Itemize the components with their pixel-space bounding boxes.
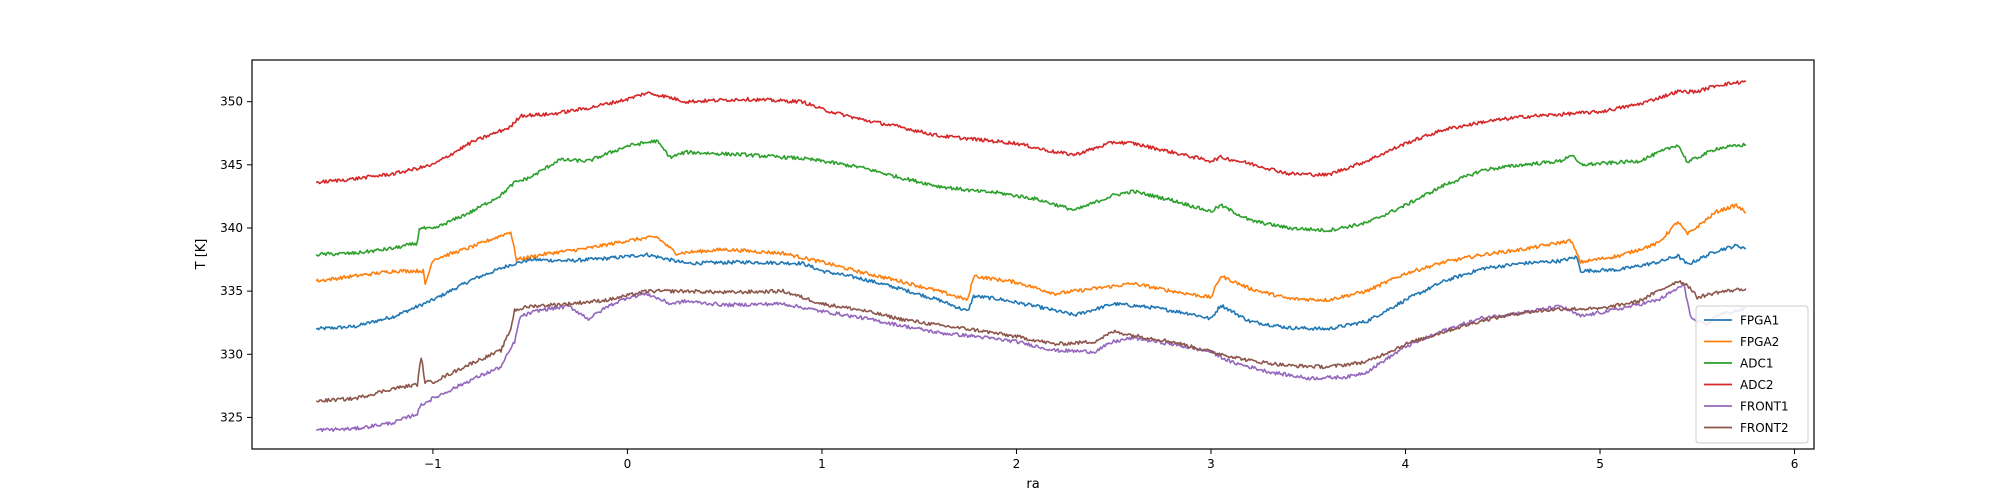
x-axis-label: ra — [1026, 477, 1039, 492]
plot-area — [315, 80, 1747, 433]
series-line-adc2 — [315, 80, 1747, 185]
legend-label-adc2: ADC2 — [1740, 378, 1773, 392]
x-tick-label: 4 — [1402, 457, 1410, 471]
y-tick-label: 325 — [220, 410, 243, 424]
x-tick-label: −1 — [424, 457, 442, 471]
series-line-front1 — [316, 282, 1747, 433]
legend-label-front2: FRONT2 — [1740, 421, 1789, 435]
y-axis: 325 330 335 340 345 350 — [220, 95, 252, 424]
legend-label-front1: FRONT1 — [1740, 400, 1789, 414]
y-tick-label: 345 — [220, 158, 243, 172]
x-tick-label: 2 — [1013, 457, 1021, 471]
series-line-adc1 — [315, 139, 1747, 257]
x-tick-label: 0 — [624, 457, 632, 471]
y-tick-label: 340 — [220, 221, 243, 235]
legend-label-fpga1: FPGA1 — [1740, 314, 1779, 328]
series-line-fpga2 — [315, 203, 1747, 303]
x-tick-label: 1 — [818, 457, 826, 471]
y-tick-label: 350 — [220, 95, 243, 109]
x-tick-label: 5 — [1596, 457, 1604, 471]
y-tick-label: 330 — [220, 347, 243, 361]
legend: FPGA1 FPGA2 ADC1 ADC2 FRONT1 FRONT2 — [1695, 305, 1809, 444]
legend-label-adc1: ADC1 — [1740, 357, 1773, 371]
legend-label-fpga2: FPGA2 — [1740, 335, 1779, 349]
x-tick-label: 6 — [1791, 457, 1799, 471]
y-tick-label: 335 — [220, 284, 243, 298]
legend-box — [1695, 305, 1809, 444]
series-line-fpga1 — [315, 243, 1747, 331]
axes-frame — [251, 59, 1815, 450]
y-axis-label: T [K] — [194, 239, 209, 271]
x-tick-label: 3 — [1207, 457, 1215, 471]
x-axis: −1 0 1 2 3 4 5 6 — [424, 449, 1798, 471]
series-line-front2 — [315, 280, 1747, 403]
